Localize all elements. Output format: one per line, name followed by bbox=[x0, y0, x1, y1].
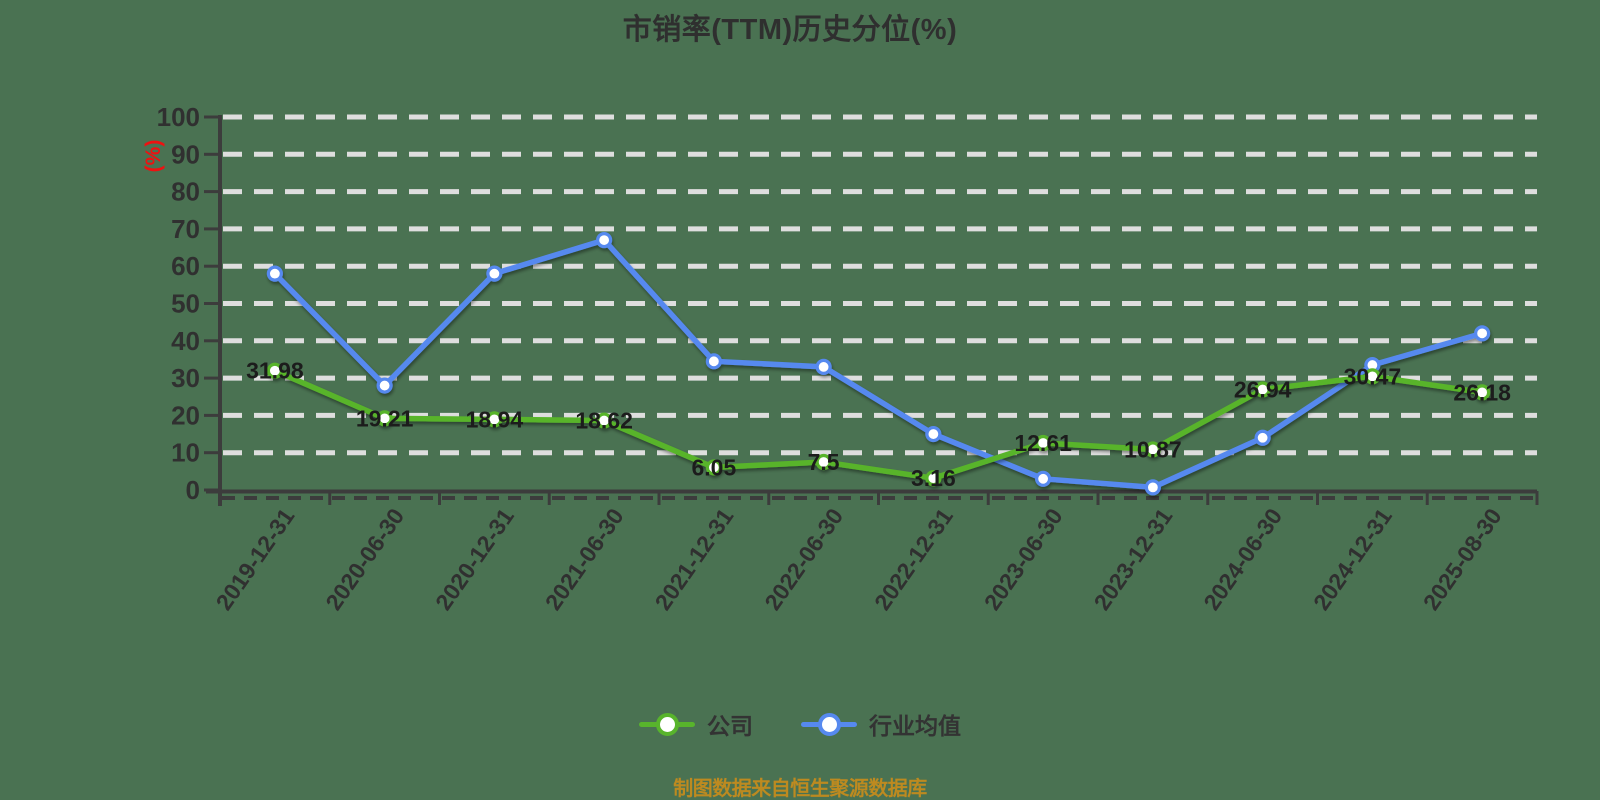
x-tick-label: 2022-12-31 bbox=[869, 503, 958, 614]
legend-label-company: 公司 bbox=[707, 713, 753, 739]
y-tick-label: 30 bbox=[171, 363, 200, 393]
data-point-marker bbox=[705, 353, 722, 370]
x-tick-label: 2019-12-31 bbox=[211, 503, 300, 614]
industry-series bbox=[266, 231, 1491, 496]
value-label: 12.61 bbox=[1014, 430, 1072, 456]
x-tick-label: 2024-12-31 bbox=[1308, 503, 1397, 614]
y-tick-label: 40 bbox=[171, 326, 200, 356]
y-tick-label: 10 bbox=[171, 438, 200, 468]
legend-label-industry: 行业均值 bbox=[869, 713, 961, 739]
value-label: 3.16 bbox=[911, 465, 956, 491]
y-tick-label: 50 bbox=[171, 289, 200, 319]
x-tick-label: 2023-06-30 bbox=[979, 503, 1068, 614]
value-label: 31.98 bbox=[246, 358, 304, 384]
y-tick-label: 100 bbox=[157, 102, 200, 132]
data-point-marker bbox=[1144, 479, 1161, 496]
company-legend-marker bbox=[639, 712, 695, 736]
company-legend-dot-icon bbox=[656, 712, 679, 736]
x-tick-label: 2024-06-30 bbox=[1198, 503, 1287, 614]
x-tick-label: 2025-08-30 bbox=[1418, 503, 1507, 614]
y-tick-label: 0 bbox=[186, 475, 200, 505]
value-label: 26.18 bbox=[1453, 379, 1511, 405]
data-point-marker bbox=[1144, 441, 1161, 458]
x-tick-label: 2021-06-30 bbox=[540, 503, 629, 614]
value-label: 18.62 bbox=[575, 408, 633, 434]
data-point-marker bbox=[376, 377, 393, 394]
data-point-marker bbox=[1474, 384, 1491, 401]
chart-title: 市销率(TTM)历史分位(%) bbox=[622, 14, 958, 46]
x-tick-label: 2022-06-30 bbox=[759, 503, 848, 614]
source-note: 制图数据来自恒生聚源数据库 bbox=[673, 778, 927, 800]
legend-item-company[interactable]: 公司 bbox=[639, 707, 753, 741]
value-label: 26.94 bbox=[1234, 377, 1292, 403]
data-point-marker bbox=[1254, 429, 1271, 446]
x-tick-label: 2020-12-31 bbox=[430, 503, 519, 614]
data-point-marker bbox=[1474, 325, 1491, 342]
value-label: 19.21 bbox=[356, 405, 414, 431]
value-label: 7.5 bbox=[808, 449, 840, 475]
legend-item-industry[interactable]: 行业均值 bbox=[801, 707, 961, 741]
industry-legend-dot-icon bbox=[818, 712, 841, 736]
data-point-marker bbox=[596, 412, 613, 429]
data-point-marker bbox=[596, 231, 613, 249]
y-tick-label: 90 bbox=[171, 139, 200, 169]
data-point-marker bbox=[925, 470, 942, 487]
y-tick-label: 70 bbox=[171, 214, 200, 244]
x-tick-label: 2023-12-31 bbox=[1089, 503, 1178, 614]
data-point-marker bbox=[486, 265, 503, 282]
data-point-marker bbox=[815, 453, 832, 471]
legend: 公司 行业均值 bbox=[0, 704, 1600, 744]
y-tick-label: 60 bbox=[171, 251, 200, 281]
data-point-marker bbox=[266, 362, 283, 379]
data-point-marker bbox=[705, 459, 722, 476]
company-series bbox=[266, 362, 1491, 487]
x-tick-label: 2020-06-30 bbox=[320, 503, 409, 614]
y-tick-label: 80 bbox=[171, 177, 200, 207]
data-point-marker bbox=[1364, 368, 1381, 385]
value-label: 30.47 bbox=[1344, 363, 1402, 389]
industry-legend-marker bbox=[801, 712, 857, 736]
data-point-marker bbox=[486, 411, 503, 428]
value-label: 6.05 bbox=[691, 454, 736, 480]
value-label: 10.87 bbox=[1124, 436, 1182, 462]
series-line bbox=[272, 367, 1485, 481]
data-point-marker bbox=[1035, 434, 1052, 452]
x-tick-label: 2021-12-31 bbox=[650, 503, 739, 614]
data-point-marker bbox=[266, 265, 283, 282]
data-point-marker bbox=[1254, 381, 1271, 398]
data-point-marker bbox=[815, 358, 832, 376]
data-point-marker bbox=[925, 425, 942, 443]
series-line bbox=[272, 237, 1485, 491]
data-point-marker bbox=[376, 410, 393, 427]
value-label: 18.94 bbox=[466, 406, 524, 432]
data-point-marker bbox=[1035, 470, 1052, 487]
y-tick-label: 20 bbox=[171, 400, 200, 430]
